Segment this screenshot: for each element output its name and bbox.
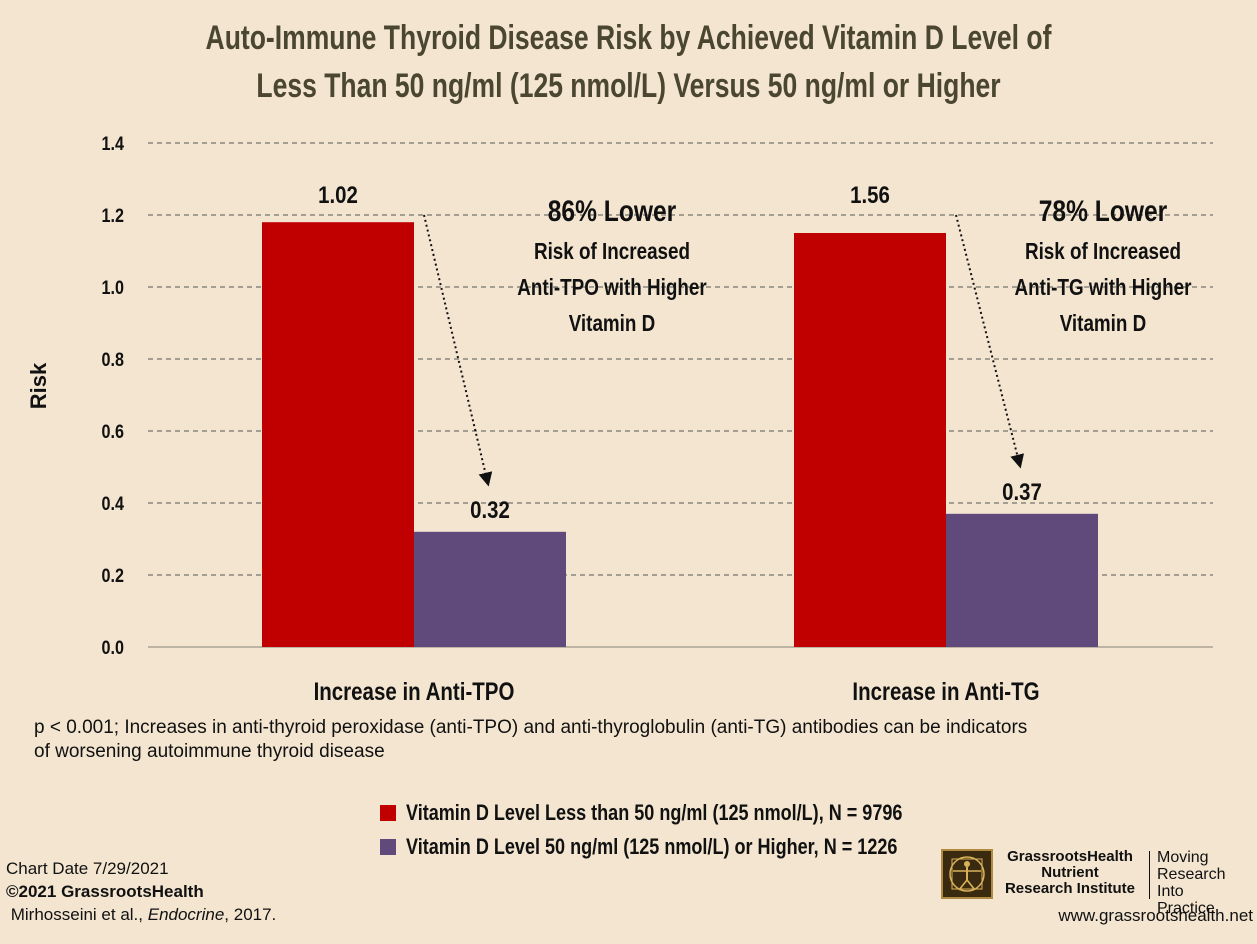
reduction-arrow bbox=[955, 214, 1025, 469]
legend-item-high-vitamin-d: Vitamin D Level 50 ng/ml (125 nmol/L) or… bbox=[380, 830, 1011, 864]
y-tick-label: 0.8 bbox=[102, 349, 125, 371]
legend-swatch-purple bbox=[380, 839, 396, 855]
annotation-headline: 86% Lower bbox=[548, 194, 677, 228]
chart-legend: Vitamin D Level Less than 50 ng/ml (125 … bbox=[380, 796, 1011, 864]
logo-organization-name: GrassrootsHealth Nutrient Research Insti… bbox=[999, 849, 1141, 897]
x-category-label: Increase in Anti-TPO bbox=[314, 677, 515, 705]
logo-org-line-3: Research Institute bbox=[1004, 880, 1136, 897]
bar-anti-tpo-low-vitd bbox=[262, 222, 414, 647]
bar-anti-tg-low-vitd bbox=[794, 233, 946, 647]
logo-tag-line-2: Research bbox=[1157, 866, 1226, 883]
y-tick-label: 1.0 bbox=[102, 277, 125, 299]
y-tick-label: 0.6 bbox=[102, 421, 125, 443]
chart-credits: Chart Date 7/29/2021 ©2021 GrassrootsHea… bbox=[6, 857, 276, 926]
logo-tagline: Moving Research Into Practice bbox=[1157, 849, 1241, 917]
footnote-line-2: of worsening autoimmune thyroid disease bbox=[34, 741, 385, 762]
annotation-text: Anti-TPO with Higher bbox=[517, 275, 706, 300]
annotation-text: Risk of Increased bbox=[1025, 239, 1181, 264]
logo-tag-line-1: Moving bbox=[1157, 849, 1209, 866]
reduction-arrow bbox=[423, 214, 493, 487]
citation-journal: Endocrine bbox=[147, 905, 225, 924]
bar-anti-tg-high-vitd bbox=[946, 513, 1098, 647]
chart-title-line-2: Less Than 50 ng/ml (125 nmol/L) Versus 5… bbox=[256, 67, 1001, 105]
y-tick-label: 1.4 bbox=[102, 133, 125, 155]
annotation-text: Vitamin D bbox=[569, 311, 656, 336]
legend-item-low-vitamin-d: Vitamin D Level Less than 50 ng/ml (125 … bbox=[380, 796, 1011, 830]
y-tick-label: 0.0 bbox=[102, 637, 125, 659]
logo-divider bbox=[1149, 851, 1150, 899]
legend-label-high-vitamin-d: Vitamin D Level 50 ng/ml (125 nmol/L) or… bbox=[406, 834, 898, 859]
chart-title-line-1: Auto-Immune Thyroid Disease Risk by Achi… bbox=[205, 19, 1052, 57]
logo-org-line-2: Nutrient bbox=[1041, 864, 1099, 881]
y-tick-label: 0.4 bbox=[102, 493, 125, 515]
citation: Mirhosseini et al., Endocrine, 2017. bbox=[6, 903, 277, 926]
chart-title: Auto-Immune Thyroid Disease Risk by Achi… bbox=[138, 14, 1118, 110]
footnote-line-1: p < 0.001; Increases in anti-thyroid per… bbox=[34, 717, 1028, 738]
grassrootshealth-logo: GrassrootsHealth Nutrient Research Insti… bbox=[941, 849, 1241, 917]
website-url: www.grassrootshealth.net bbox=[1058, 906, 1253, 925]
logo-org-line-1: GrassrootsHealth bbox=[1007, 848, 1133, 865]
y-tick-label: 1.2 bbox=[102, 205, 125, 227]
annotation-text: Risk of Increased bbox=[534, 239, 690, 264]
citation-authors: Mirhosseini et al., bbox=[10, 905, 148, 924]
annotation-text: Vitamin D bbox=[1060, 311, 1147, 336]
citation-year: , 2017. bbox=[224, 905, 277, 924]
vitruvian-man-icon bbox=[941, 849, 993, 899]
annotation-text: Anti-TG with Higher bbox=[1015, 275, 1192, 300]
legend-swatch-red bbox=[380, 805, 396, 821]
x-category-label: Increase in Anti-TG bbox=[852, 677, 1039, 705]
copyright: ©2021 GrassrootsHealth bbox=[6, 882, 204, 901]
data-label: 1.56 bbox=[850, 181, 890, 208]
chart-date: Chart Date 7/29/2021 bbox=[6, 859, 169, 878]
footnote: p < 0.001; Increases in anti-thyroid per… bbox=[34, 716, 1134, 764]
legend-label-low-vitamin-d: Vitamin D Level Less than 50 ng/ml (125 … bbox=[406, 800, 903, 825]
data-label: 0.37 bbox=[1002, 478, 1042, 505]
data-label: 1.02 bbox=[318, 181, 358, 208]
data-label: 0.32 bbox=[470, 496, 510, 523]
bar-anti-tpo-high-vitd bbox=[414, 531, 566, 647]
y-tick-label: 0.2 bbox=[102, 565, 125, 587]
annotation-headline: 78% Lower bbox=[1039, 194, 1168, 228]
y-axis-label: Risk bbox=[26, 362, 51, 409]
logo-tag-line-3: Into Practice bbox=[1157, 883, 1215, 917]
